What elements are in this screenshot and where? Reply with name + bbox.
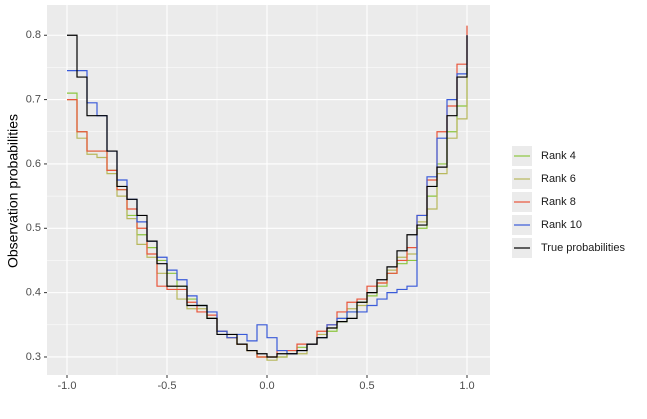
legend-label: Rank 8 <box>541 196 576 208</box>
legend-label: True probabilities <box>541 242 625 254</box>
y-axis-title: Observation probabilities <box>5 114 21 268</box>
y-tick-label: 0.4 <box>26 287 41 299</box>
legend-label: Rank 10 <box>541 219 582 231</box>
legend: Rank 4 Rank 6 Rank 8 Rank 10 True probabilit… <box>510 137 640 258</box>
x-tick-label: 1.0 <box>459 380 474 392</box>
y-tick-label: 0.3 <box>26 351 41 363</box>
panel-background <box>47 5 490 375</box>
x-tick-label: -1.0 <box>58 380 77 392</box>
y-tick-label: 0.8 <box>26 29 41 41</box>
y-tick-label: 0.6 <box>26 158 41 170</box>
x-tick-label: 0.5 <box>359 380 374 392</box>
y-tick-label: 0.5 <box>26 222 41 234</box>
x-tick-label: 0.0 <box>259 380 274 392</box>
legend-label: Rank 6 <box>541 173 576 185</box>
step-line <box>67 35 468 355</box>
x-tick-label: -0.5 <box>158 380 177 392</box>
legend-label: Rank 4 <box>541 150 576 162</box>
y-tick-label: 0.7 <box>26 93 41 105</box>
step-line <box>67 34 468 358</box>
